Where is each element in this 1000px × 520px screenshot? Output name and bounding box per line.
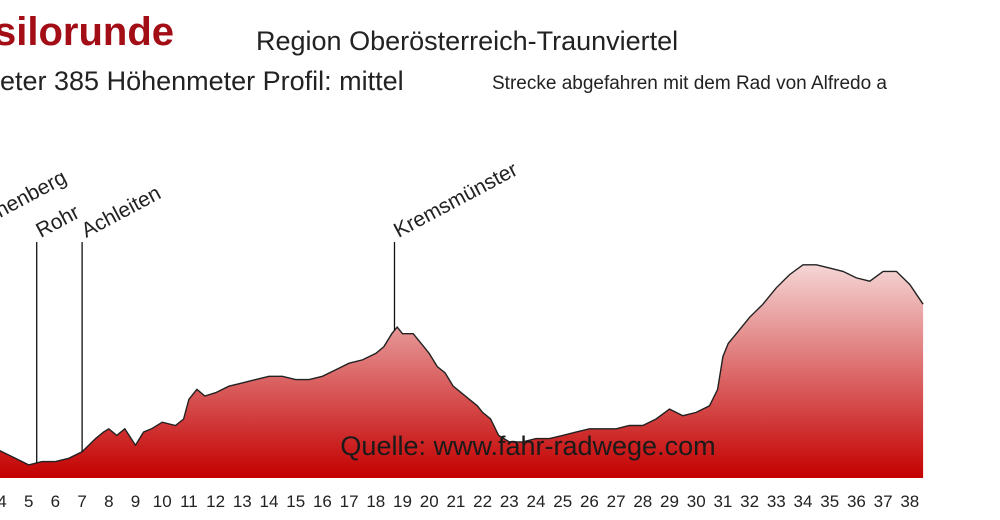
- x-tick-label: 10: [153, 492, 172, 511]
- place-label: Rohr: [32, 201, 83, 243]
- route-note: Strecke abgefahren mit dem Rad von Alfre…: [492, 73, 888, 94]
- x-tick-label: 19: [393, 492, 412, 511]
- x-tick-label: 23: [500, 492, 519, 511]
- x-tick-label: 21: [446, 492, 465, 511]
- x-tick-label: 12: [206, 492, 225, 511]
- elevation-area: [0, 264, 924, 478]
- x-tick-label: 4: [0, 492, 7, 511]
- x-tick-label: 29: [660, 492, 679, 511]
- x-tick-label: 36: [847, 492, 866, 511]
- x-tick-label: 38: [900, 492, 919, 511]
- x-tick-label: 25: [553, 492, 572, 511]
- x-tick-label: 11: [180, 492, 198, 511]
- x-tick-label: 28: [633, 492, 652, 511]
- route-stats: eter 385 Höhenmeter Profil: mittel: [0, 66, 404, 96]
- x-tick-label: 16: [313, 492, 332, 511]
- place-label: Kremsmünster: [390, 158, 521, 242]
- x-tick-label: 31: [713, 492, 732, 511]
- x-tick-label: 22: [473, 492, 492, 511]
- x-tick-label: 26: [580, 492, 599, 511]
- elevation-line: [0, 264, 924, 466]
- x-tick-label: 7: [77, 492, 86, 511]
- x-tick-label: 5: [24, 492, 33, 511]
- x-tick-label: 15: [286, 492, 305, 511]
- x-tick-label: 6: [51, 492, 60, 511]
- x-tick-label: 24: [527, 492, 546, 511]
- x-tick-label: 32: [740, 492, 759, 511]
- x-tick-label: 27: [607, 492, 626, 511]
- x-tick-label: 30: [687, 492, 706, 511]
- region-label: Region Oberösterreich-Traunviertel: [256, 26, 679, 56]
- source-watermark: Quelle: www.fahr-radwege.com: [340, 431, 715, 461]
- place-label: Achleiten: [78, 182, 165, 243]
- x-tick-label: 18: [366, 492, 385, 511]
- x-tick-label: 9: [131, 492, 140, 511]
- x-tick-label: 14: [260, 492, 279, 511]
- x-tick-label: 33: [767, 492, 786, 511]
- x-tick-label: 8: [104, 492, 113, 511]
- x-tick-label: 37: [874, 492, 893, 511]
- route-title: silorunde: [0, 10, 175, 54]
- x-tick-label: 17: [340, 492, 359, 511]
- x-tick-label: 20: [420, 492, 439, 511]
- x-tick-label: 35: [820, 492, 839, 511]
- x-tick-label: 34: [794, 492, 813, 511]
- x-tick-label: 13: [233, 492, 252, 511]
